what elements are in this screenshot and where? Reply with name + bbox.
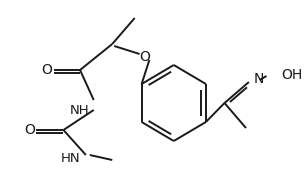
Text: O: O (41, 63, 52, 77)
Text: OH: OH (281, 68, 302, 82)
Text: O: O (139, 50, 150, 64)
Text: HN: HN (60, 151, 80, 164)
Text: N: N (254, 72, 264, 86)
Text: O: O (24, 123, 35, 137)
Text: NH: NH (70, 104, 90, 117)
